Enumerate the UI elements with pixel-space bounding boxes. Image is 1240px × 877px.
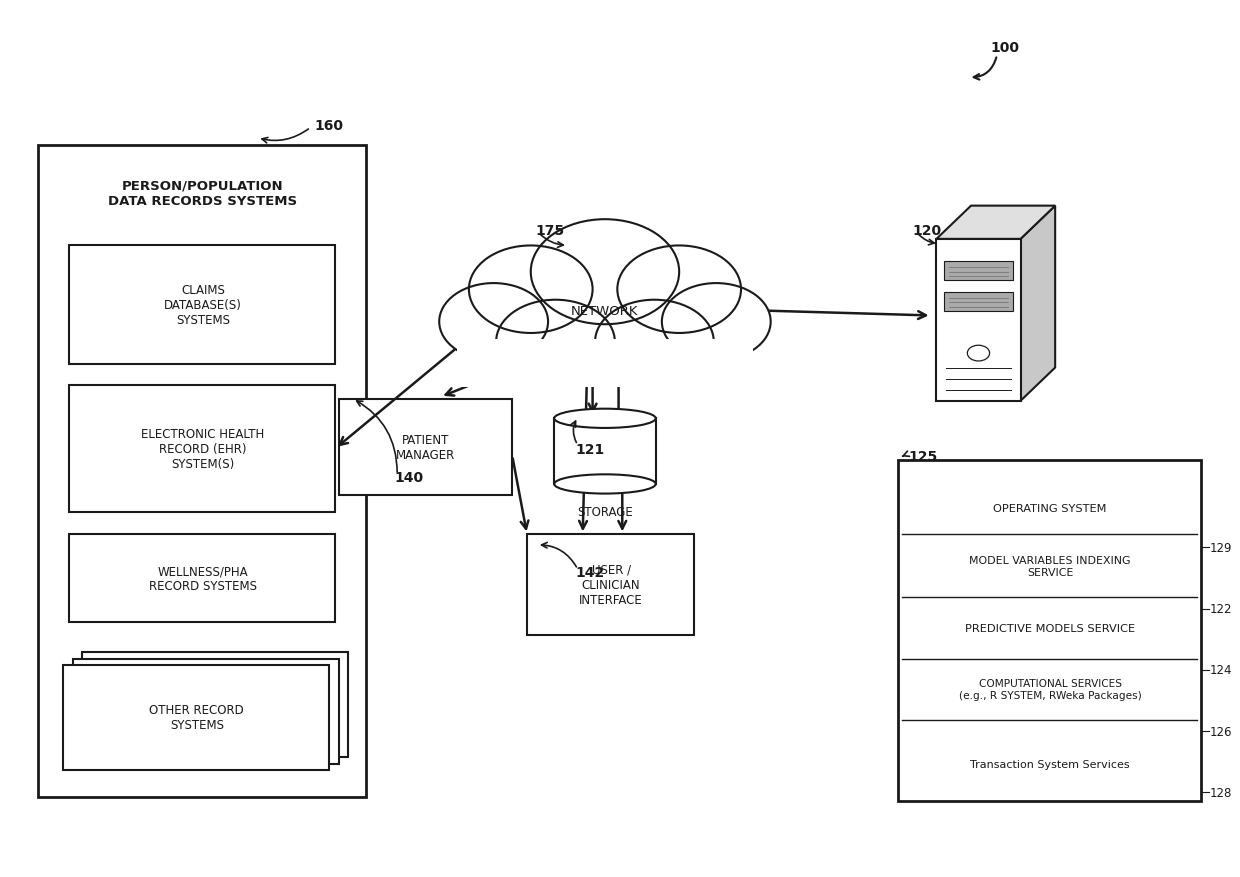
Bar xyxy=(82,652,347,758)
Circle shape xyxy=(967,346,990,361)
Text: CLAIMS
DATABASE(S)
SYSTEMS: CLAIMS DATABASE(S) SYSTEMS xyxy=(164,284,242,327)
Ellipse shape xyxy=(554,474,656,494)
Bar xyxy=(69,246,335,364)
Bar xyxy=(527,535,694,635)
Polygon shape xyxy=(1021,206,1055,402)
Text: Transaction System Services: Transaction System Services xyxy=(971,759,1130,769)
Text: 142: 142 xyxy=(575,566,605,579)
Text: 175: 175 xyxy=(536,224,565,238)
Bar xyxy=(936,239,1021,402)
Text: 100: 100 xyxy=(991,40,1019,54)
Ellipse shape xyxy=(554,410,656,429)
Text: 124: 124 xyxy=(1210,664,1233,677)
Text: 125: 125 xyxy=(908,449,937,463)
Bar xyxy=(339,399,512,496)
Circle shape xyxy=(439,284,548,360)
Text: OTHER RECORD
SYSTEMS: OTHER RECORD SYSTEMS xyxy=(150,703,244,731)
Text: 121: 121 xyxy=(575,442,605,456)
Text: STORAGE: STORAGE xyxy=(577,506,632,519)
Text: PATIENT
MANAGER: PATIENT MANAGER xyxy=(396,433,455,461)
Polygon shape xyxy=(936,206,1055,239)
Text: 140: 140 xyxy=(394,471,424,485)
Circle shape xyxy=(496,300,615,384)
Bar xyxy=(554,419,656,484)
Text: MODEL VARIABLES INDEXING
SERVICE: MODEL VARIABLES INDEXING SERVICE xyxy=(970,555,1131,577)
Bar xyxy=(38,146,366,797)
Circle shape xyxy=(595,300,714,384)
Circle shape xyxy=(531,220,680,324)
Text: 128: 128 xyxy=(1210,786,1233,799)
Text: 160: 160 xyxy=(314,118,343,132)
Text: 120: 120 xyxy=(913,224,942,238)
Text: 122: 122 xyxy=(1210,602,1233,616)
Bar xyxy=(69,535,335,622)
Circle shape xyxy=(662,284,771,360)
Text: PERSON/POPULATION
DATA RECORDS SYSTEMS: PERSON/POPULATION DATA RECORDS SYSTEMS xyxy=(108,180,298,208)
Bar xyxy=(73,659,339,764)
Bar xyxy=(456,283,754,361)
Bar xyxy=(456,339,754,388)
Text: NETWORK: NETWORK xyxy=(572,304,639,317)
Text: ELECTRONIC HEALTH
RECORD (EHR)
SYSTEM(S): ELECTRONIC HEALTH RECORD (EHR) SYSTEM(S) xyxy=(141,427,264,470)
Text: PREDICTIVE MODELS SERVICE: PREDICTIVE MODELS SERVICE xyxy=(965,624,1136,633)
Text: WELLNESS/PHA
RECORD SYSTEMS: WELLNESS/PHA RECORD SYSTEMS xyxy=(149,565,257,592)
Bar xyxy=(63,665,329,770)
Bar xyxy=(898,460,1202,802)
Bar xyxy=(944,293,1013,311)
Circle shape xyxy=(618,246,742,333)
Bar xyxy=(69,386,335,513)
Circle shape xyxy=(469,246,593,333)
Text: OPERATING SYSTEM: OPERATING SYSTEM xyxy=(993,503,1107,513)
Text: COMPUTATIONAL SERVICES
(e.g., R SYSTEM, RWeka Packages): COMPUTATIONAL SERVICES (e.g., R SYSTEM, … xyxy=(959,679,1142,700)
Text: 129: 129 xyxy=(1210,541,1233,554)
Text: 126: 126 xyxy=(1210,725,1233,738)
Text: USER /
CLINICIAN
INTERFACE: USER / CLINICIAN INTERFACE xyxy=(579,563,644,606)
Bar xyxy=(944,262,1013,282)
